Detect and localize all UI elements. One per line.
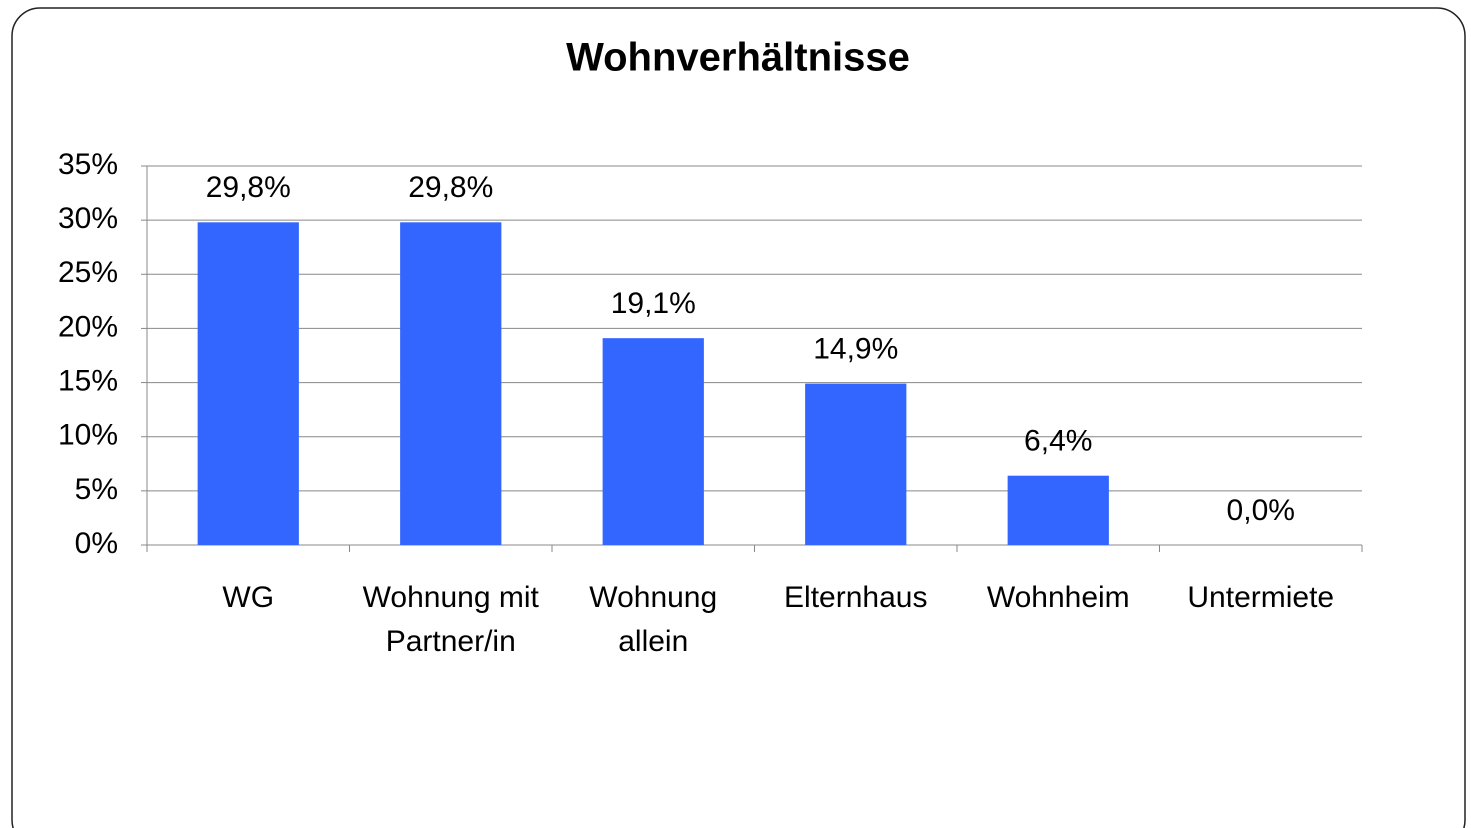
x-tick-label: WG: [222, 581, 275, 614]
y-tick-label: 20%: [58, 310, 118, 343]
chart-title: Wohnverhältnisse: [566, 36, 910, 80]
bar: [197, 222, 299, 545]
data-label: 14,9%: [813, 333, 898, 366]
y-tick-label: 10%: [58, 419, 118, 452]
x-tick-label: Untermiete: [1187, 581, 1335, 614]
data-label: 6,4%: [1024, 425, 1092, 458]
y-tick-label: 25%: [58, 256, 118, 289]
data-label: 19,1%: [611, 287, 696, 320]
data-label: 29,8%: [408, 171, 493, 204]
bar: [400, 222, 502, 545]
y-tick-label: 30%: [58, 202, 118, 235]
x-tick-label: Wohnung allein: [589, 581, 718, 658]
bar: [1007, 475, 1109, 545]
bar: [805, 383, 907, 545]
y-tick-label: 5%: [75, 473, 118, 506]
x-tick-label: Wohnung mit Partner/in: [362, 581, 539, 658]
bar: [602, 338, 704, 545]
chart-border: [11, 7, 1466, 828]
data-label: 0,0%: [1227, 494, 1295, 527]
y-tick-label: 15%: [58, 364, 118, 397]
x-tick-label: Wohnheim: [986, 581, 1130, 614]
x-tick-label: Elternhaus: [784, 581, 928, 614]
data-label: 29,8%: [206, 171, 291, 204]
y-tick-label: 0%: [75, 527, 118, 560]
y-tick-label: 35%: [58, 148, 118, 181]
